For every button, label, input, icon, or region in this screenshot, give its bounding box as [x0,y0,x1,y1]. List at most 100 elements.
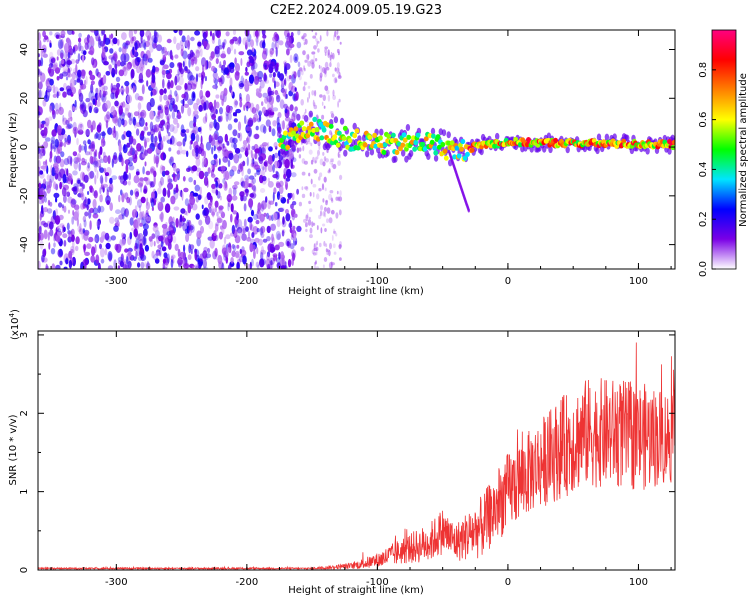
snr-ytick-label: 2 [19,410,30,416]
heatmap-noise-cell [82,215,87,223]
heatmap-noise-cell [58,106,64,115]
heatmap-noise-cell [55,264,61,269]
heatmap-fringe-cell [311,59,315,64]
heatmap-noise-cell [214,45,220,55]
heatmap-noise-cell [201,204,204,210]
heatmap-noise-cell [217,135,224,144]
heatmap-noise-cell [48,242,51,250]
heatmap-noise-cell [75,59,80,64]
heatmap-noise-cell [170,156,175,163]
heatmap-noise-cell [232,30,237,36]
heatmap-noise-cell [172,163,177,172]
heatmap-noise-cell [248,55,254,60]
heatmap-noise-cell [242,255,247,265]
heatmap-noise-cell [99,243,102,250]
heatmap-noise-cell [183,263,190,269]
heatmap-noise-cell [71,234,75,242]
heatmap-fringe-cell [315,38,318,42]
heatmap-noise-cell [173,30,178,34]
heatmap-noise-cell [124,80,130,87]
heatmap-noise-cell [151,250,155,259]
heatmap-noise-cell [108,183,114,193]
heatmap-signal-cell [435,134,441,140]
heatmap-noise-cell [169,221,176,228]
heatmap-noise-cell [99,187,102,195]
heatmap-noise-cell [252,161,259,167]
heatmap-noise-cell [251,47,255,53]
heatmap-fringe-cell [305,214,309,222]
heatmap-noise-cell [176,42,181,51]
heatmap-noise-cell [127,264,131,269]
heatmap-noise-cell [253,75,260,85]
heatmap-noise-cell [105,70,111,76]
heatmap-noise-cell [253,30,256,38]
heatmap-noise-cell [110,33,114,39]
heatmap-noise-cell [270,260,273,266]
snr-scale-label: (x104) [8,309,21,340]
heatmap-noise-cell [122,233,127,239]
heatmap-fringe-cell [300,99,305,106]
heatmap-noise-cell [272,174,279,179]
heatmap-noise-cell [268,200,275,205]
heatmap-noise-cell [65,76,69,81]
heatmap-noise-cell [122,66,126,72]
heatmap-fringe-cell [332,73,335,78]
heatmap-noise-cell [66,155,73,165]
heatmap-noise-cell [284,158,290,169]
heatmap-noise-cell [45,263,48,269]
heatmap-noise-cell [120,53,127,63]
heatmap-noise-cell [135,171,140,176]
heatmap-noise-cell [55,235,61,243]
heatmap-noise-cell [254,152,258,160]
heatmap-noise-cell [44,249,47,256]
heatmap-noise-cell [282,120,285,130]
heatmap-noise-cell [66,222,70,231]
heatmap-noise-cell [108,55,115,60]
heatmap-noise-cell [268,146,273,152]
heatmap-noise-cell [247,216,253,223]
heatmap-noise-cell [211,113,217,120]
heatmap-noise-cell [38,81,43,90]
heatmap-fringe-cell [335,232,338,237]
heatmap-noise-cell [139,30,145,38]
heatmap-noise-cell [193,102,199,111]
heatmap-noise-cell [211,183,216,189]
heatmap-fringe-cell [303,81,306,87]
heatmap-noise-cell [217,146,221,153]
heatmap-noise-cell [285,238,292,247]
heatmap-noise-cell [62,91,67,98]
heatmap-noise-cell [87,162,90,169]
heatmap-noise-cell [160,240,164,248]
heatmap-noise-cell [169,94,172,100]
heatmap-noise-cell [213,157,218,168]
heatmap-noise-cell [297,30,301,36]
heatmap-noise-cell [38,53,41,58]
heatmap-signal-cell [446,140,452,146]
heatmap-noise-cell [198,170,205,180]
heatmap-noise-cell [177,248,181,258]
heatmap-noise-cell [215,222,220,227]
heatmap-noise-cell [40,57,44,67]
heatmap-signal-cell [335,142,341,148]
heatmap-fringe-cell [305,228,308,233]
heatmap-noise-cell [43,207,48,213]
heatmap-noise-cell [160,176,164,186]
heatmap-noise-cell [85,198,89,205]
heatmap-noise-cell [57,228,61,233]
heatmap-noise-cell [278,241,285,247]
heatmap-noise-cell [50,139,55,150]
heatmap-signal-halo [542,145,547,153]
heatmap-noise-cell [195,147,199,158]
spectrogram-xtick-label: 0 [505,276,511,287]
heatmap-noise-cell [49,56,56,66]
heatmap-noise-cell [219,107,223,115]
heatmap-noise-cell [280,120,285,129]
heatmap-noise-cell [124,210,128,215]
heatmap-noise-cell [251,62,258,70]
heatmap-noise-cell [271,41,275,51]
heatmap-noise-cell [48,221,54,230]
heatmap-noise-cell [293,213,298,218]
heatmap-noise-cell [221,262,225,269]
heatmap-noise-cell [183,103,189,108]
